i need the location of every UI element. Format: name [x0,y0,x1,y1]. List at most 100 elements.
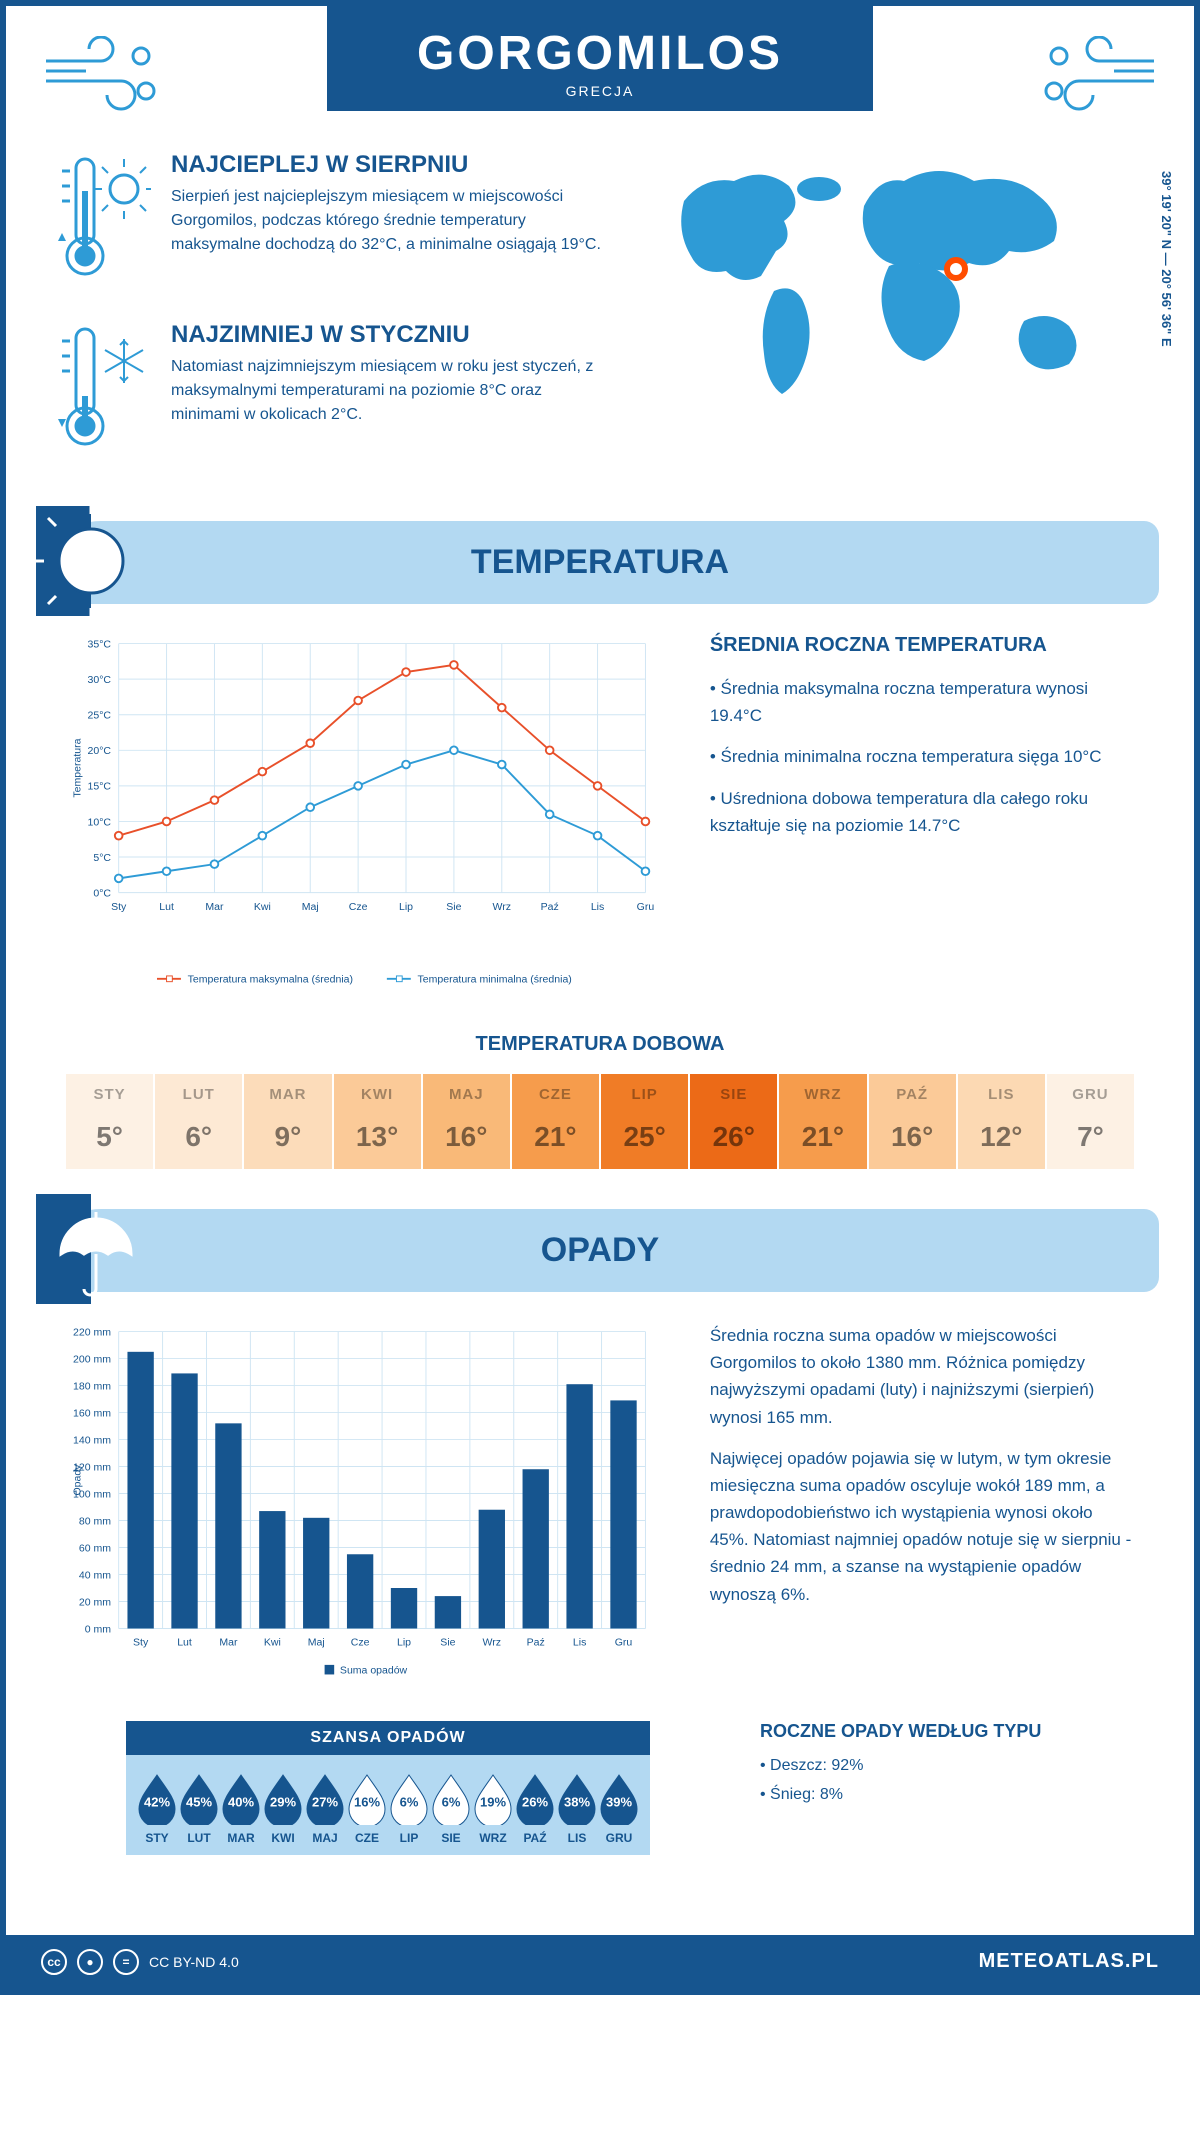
site-name: METEOATLAS.PL [979,1950,1159,1973]
rain-type-item: • Śnieg: 8% [760,1781,1134,1810]
svg-text:10°C: 10°C [88,816,112,828]
rain-chance: SZANSA OPADÓW 42%STY45%LUT40%MAR29%KWI27… [126,1721,650,1855]
rain-drop: 42%STY [136,1773,178,1845]
temperature-stats: ŚREDNIA ROCZNA TEMPERATURA Średnia maksy… [710,634,1134,1003]
svg-text:Temperatura maksymalna (średni: Temperatura maksymalna (średnia) [188,974,353,986]
svg-text:Cze: Cze [349,901,368,913]
by-icon: ● [77,1949,103,1975]
temperature-chart-box: 0°C5°C10°C15°C20°C25°C30°C35°CStyLutMarK… [66,634,660,1003]
rain-by-type: ROCZNE OPADY WEDŁUG TYPU • Deszcz: 92%• … [760,1721,1134,1810]
temp-cell: CZE21° [512,1074,599,1169]
rain-drop: 38%LIS [556,1773,598,1845]
map-column: 39° 19' 20" N — 20° 56' 36" E [644,151,1144,491]
daily-temp-title: TEMPERATURA DOBOWA [66,1033,1134,1056]
sun-icon [36,506,146,616]
svg-text:Wrz: Wrz [493,901,512,913]
rain-drop: 16%CZE [346,1773,388,1845]
precipitation-text: Średnia roczna suma opadów w miejscowośc… [710,1322,1134,1691]
title-banner: GORGOMILOS GRECJA [327,6,873,111]
svg-text:20°C: 20°C [88,745,112,757]
temp-cell: LIS12° [958,1074,1045,1169]
precipitation-row: 0 mm20 mm40 mm60 mm80 mm100 mm120 mm140 … [6,1322,1194,1721]
location-title: GORGOMILOS [417,26,783,81]
svg-text:Lis: Lis [573,1637,586,1649]
temperature-chart: 0°C5°C10°C15°C20°C25°C30°C35°CStyLutMarK… [66,634,660,998]
temp-cell: STY5° [66,1074,153,1169]
temp-cell: MAR9° [244,1074,331,1169]
svg-text:35°C: 35°C [88,638,112,650]
svg-text:30°C: 30°C [88,674,112,686]
location-marker [947,260,965,278]
svg-text:Lip: Lip [399,901,413,913]
svg-text:200 mm: 200 mm [73,1353,111,1365]
precipitation-bottom: SZANSA OPADÓW 42%STY45%LUT40%MAR29%KWI27… [6,1721,1194,1935]
svg-text:Sty: Sty [111,901,127,913]
rain-drop: 6%LIP [388,1773,430,1845]
coldest-text: Natomiast najzimniejszym miesiącem w rok… [171,355,604,427]
license: cc ● = CC BY-ND 4.0 [41,1949,239,1975]
rain-type-item: • Deszcz: 92% [760,1752,1134,1781]
svg-text:Maj: Maj [302,901,319,913]
wind-icon [41,36,161,116]
temp-cell: LUT6° [155,1074,242,1169]
svg-text:Mar: Mar [205,901,224,913]
umbrella-icon [36,1194,146,1304]
svg-text:80 mm: 80 mm [79,1515,111,1527]
license-text: CC BY-ND 4.0 [149,1954,239,1970]
temperature-title: TEMPERATURA [471,543,729,581]
rain-chance-title: SZANSA OPADÓW [126,1721,650,1755]
temp-cell: MAJ16° [423,1074,510,1169]
thermometer-hot-icon [56,151,151,286]
thermometer-cold-icon [56,321,151,456]
rain-drop: 39%GRU [598,1773,640,1845]
temperature-header: TEMPERATURA [41,521,1159,604]
svg-text:60 mm: 60 mm [79,1542,111,1554]
svg-text:Wrz: Wrz [483,1637,502,1649]
country-label: GRECJA [417,83,783,99]
precipitation-chart: 0 mm20 mm40 mm60 mm80 mm100 mm120 mm140 … [66,1322,660,1686]
wind-icon [1039,36,1159,116]
temp-cell: WRZ21° [779,1074,866,1169]
svg-text:Lip: Lip [397,1637,411,1649]
svg-text:20 mm: 20 mm [79,1596,111,1608]
svg-text:Temperatura: Temperatura [71,738,83,797]
daily-temperature: TEMPERATURA DOBOWA STY5°LUT6°MAR9°KWI13°… [6,1033,1194,1209]
svg-text:Cze: Cze [351,1637,370,1649]
svg-text:Sie: Sie [440,1637,455,1649]
rain-drop: 29%KWI [262,1773,304,1845]
svg-text:Gru: Gru [615,1637,633,1649]
rain-text-2: Najwięcej opadów pojawia się w lutym, w … [710,1445,1134,1608]
svg-text:Kwi: Kwi [264,1637,281,1649]
rain-drop: 40%MAR [220,1773,262,1845]
annual-temp-title: ŚREDNIA ROCZNA TEMPERATURA [710,634,1134,657]
svg-text:Lut: Lut [177,1637,192,1649]
temp-bullet: Uśredniona dobowa temperatura dla całego… [710,785,1134,839]
nd-icon: = [113,1949,139,1975]
temp-cell: LIP25° [601,1074,688,1169]
precipitation-header: OPADY [41,1209,1159,1292]
svg-text:Paź: Paź [527,1637,545,1649]
precipitation-title: OPADY [541,1231,659,1269]
rain-text-1: Średnia roczna suma opadów w miejscowośc… [710,1322,1134,1431]
svg-text:40 mm: 40 mm [79,1569,111,1581]
svg-text:Lut: Lut [159,901,174,913]
svg-text:0°C: 0°C [93,887,111,899]
svg-text:25°C: 25°C [88,710,112,722]
svg-text:180 mm: 180 mm [73,1380,111,1392]
svg-text:220 mm: 220 mm [73,1326,111,1338]
svg-text:0 mm: 0 mm [85,1623,112,1635]
coldest-title: NAJZIMNIEJ W STYCZNIU [171,321,604,349]
svg-text:Temperatura minimalna (średnia: Temperatura minimalna (średnia) [418,974,572,986]
rain-type-title: ROCZNE OPADY WEDŁUG TYPU [760,1721,1134,1742]
svg-text:Paź: Paź [541,901,559,913]
rain-drop: 26%PAŹ [514,1773,556,1845]
svg-text:Kwi: Kwi [254,901,271,913]
footer: cc ● = CC BY-ND 4.0 METEOATLAS.PL [6,1935,1194,1989]
svg-text:Sie: Sie [446,901,461,913]
svg-text:Maj: Maj [308,1637,325,1649]
rain-drop: 19%WRZ [472,1773,514,1845]
temp-bullet: Średnia maksymalna roczna temperatura wy… [710,675,1134,729]
coordinates: 39° 19' 20" N — 20° 56' 36" E [1159,171,1174,347]
svg-text:Opady: Opady [71,1464,83,1496]
summary-section: NAJCIEPLEJ W SIERPNIU Sierpień jest najc… [6,151,1194,521]
